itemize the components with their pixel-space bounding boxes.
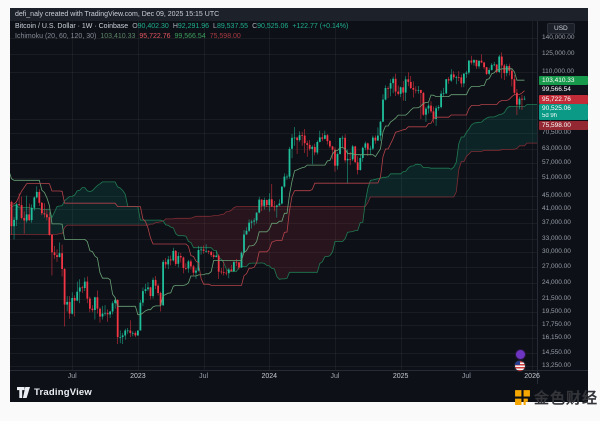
ichimoku-value: 103,410.33 [100, 33, 136, 40]
jinse-icon [515, 390, 530, 405]
time-tick-label: 2023 [130, 373, 146, 380]
time-tick-label: Jul [67, 373, 77, 380]
ichimoku-value: 75,598.00 [209, 33, 241, 40]
attribution-bar: defi_naly created with TradingView.com, … [10, 8, 588, 21]
indicator-price-label: 75,598.00 [539, 120, 588, 130]
price-tick-label: 27,000.00 [542, 262, 571, 270]
price-tick-label: 51,000.00 [542, 174, 571, 182]
current-price-label: 90,525.06 5d 9h [539, 104, 588, 121]
ohlc-value: 92,291.96 [177, 23, 210, 30]
price-tick-label: 16,150.00 [542, 334, 571, 342]
price-tick-label: 33,000.00 [542, 235, 571, 243]
ohlc-value: 89,537.55 [216, 23, 249, 30]
price-tick-label: 63,000.00 [542, 145, 571, 153]
attribution-text: defi_naly created with TradingView.com, … [15, 11, 220, 18]
indicator-legend: Ichimoku (20, 60, 120, 30) 103,410.33 95,7… [15, 33, 241, 40]
jinse-wordmark: 金色财经 [533, 389, 598, 407]
price-tick-label: 57,000.00 [542, 158, 571, 166]
price-tick-label: 110,000.00 [542, 67, 575, 75]
price-tick-label: 70,500.00 [542, 129, 571, 137]
time-tick-label: 2025 [392, 373, 409, 380]
price-tick-label: 41,000.00 [542, 204, 571, 212]
price-tick-label: 140,000.00 [542, 34, 575, 41]
price-tick-label: 14,550.00 [542, 348, 571, 356]
ichimoku-value: 95,722.76 [139, 33, 171, 40]
price-tick-label: 30,000.00 [542, 248, 571, 256]
symbol-legend: Bitcoin / U.S. Dollar · 1W · Coinbase O90… [15, 23, 348, 30]
ohlc-key: H [172, 23, 178, 30]
price-tick-label: 17,750.00 [542, 321, 571, 329]
ohlc-key: L [213, 23, 217, 30]
ohlc-key: C [252, 23, 258, 30]
bar-countdown: 5d 9h [542, 113, 558, 120]
symbol-title: Bitcoin / U.S. Dollar · 1W · Coinbase [15, 23, 129, 30]
change-value: +122.77 (+0.14%) [292, 23, 349, 30]
tradingview-mark-icon [17, 387, 30, 398]
tradingview-logo: TradingView [17, 387, 92, 398]
price-tick-label: 19,500.00 [542, 308, 571, 316]
tradingview-wordmark: TradingView [34, 387, 92, 398]
ohlc-value: 90,525.06 [257, 23, 289, 30]
indicator-price-label: 95,722.76 [539, 94, 588, 104]
price-tick-label: 24,000.00 [542, 279, 571, 287]
price-tick-label: 21,500.00 [542, 294, 571, 302]
usd-flag-icon[interactable] [514, 360, 526, 372]
indicator-values: 103,410.33 95,722.76 99,566.54 75,598.00 [96, 33, 241, 40]
time-tick-label: 2026 [524, 373, 540, 380]
indicator-price-label: 99,566.54 [539, 85, 588, 95]
indicator-price-label: 103,410.33 [539, 75, 588, 85]
ichimoku-value: 99,566.54 [174, 33, 206, 40]
jinse-finance-logo: 金色财经 [514, 387, 598, 408]
price-tick-label: 45,000.00 [542, 191, 571, 199]
price-scale[interactable]: 140,000.00125,000.00110,000.0078,000.007… [539, 0, 599, 421]
time-tick-label: 2024 [261, 373, 278, 380]
price-tick-label: 37,000.00 [542, 219, 571, 227]
price-tick-label: 125,000.00 [542, 49, 575, 57]
ohlc-values: O90,402.30 H92,291.96 L89,537.55 C90,525.06 [128, 23, 288, 30]
time-tick-label: Jul [461, 373, 471, 380]
ohlc-key: O [132, 23, 138, 30]
ohlc-value: 90,402.30 [137, 23, 169, 30]
time-tick-label: Jul [199, 373, 209, 380]
time-tick-label: Jul [330, 373, 340, 380]
event-marker-icon[interactable] [515, 349, 526, 360]
indicator-name: Ichimoku (20, 60, 120, 30) [15, 33, 97, 40]
price-tick-label: 13,250.00 [542, 361, 571, 369]
currency-label[interactable]: USD [547, 23, 575, 34]
time-scale[interactable]: Jul 2023 Jul 2024 Jul 2025 Jul 2026 [0, 373, 600, 385]
